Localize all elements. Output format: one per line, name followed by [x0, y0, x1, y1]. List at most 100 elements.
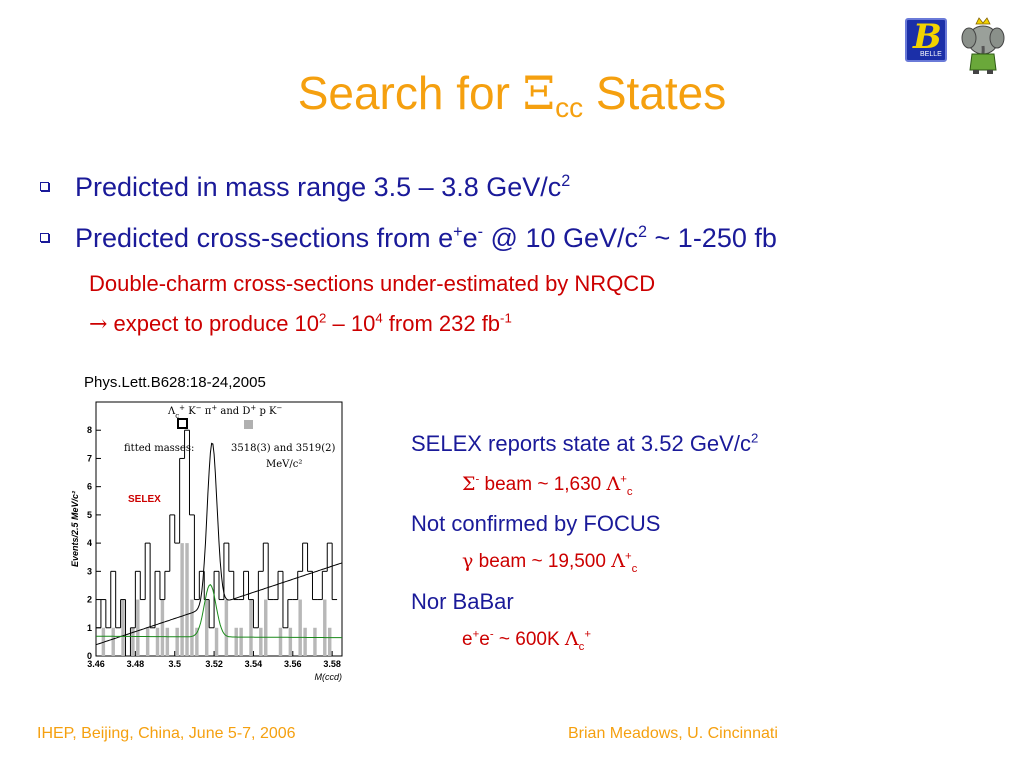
y-tick-label: 0: [87, 651, 92, 661]
histogram-bar-filled: [195, 627, 199, 656]
fitted-masses-units: MeV/c²: [266, 459, 302, 470]
superscript: -: [477, 223, 484, 241]
histogram-bar-filled: [323, 599, 327, 656]
superscript: -: [489, 628, 494, 641]
histogram-bar-filled: [214, 627, 219, 656]
report-text: SELEX reports state at 3.52 GeV/c: [411, 431, 751, 456]
superscript: -1: [500, 310, 512, 326]
histogram-bar-filled: [224, 599, 229, 656]
bullet-text: ~ 1-250 fb: [647, 223, 777, 253]
superscript: +: [620, 473, 627, 486]
footer-conference: IHEP, Beijing, China, June 5-7, 2006: [37, 725, 296, 742]
legend-part: Λ: [167, 406, 176, 417]
bullet-square-icon: [40, 233, 49, 242]
sub-item-text: – 10: [326, 311, 376, 336]
gamma-symbol: γ: [462, 550, 474, 572]
sigma-symbol: Σ: [462, 473, 476, 495]
title-text-start: Search for: [297, 67, 523, 119]
superscript: 2: [750, 430, 759, 446]
x-axis-label: M(ccd): [315, 672, 343, 682]
beam-text: e: [479, 629, 490, 650]
histogram-bar-filled: [298, 599, 302, 656]
sub-item-text: from 232 fb: [382, 311, 501, 336]
bullet-text: e: [462, 223, 478, 253]
histogram-bar-filled: [180, 543, 184, 656]
histogram-bar-filled: [288, 627, 293, 656]
belle-logo: B BELLE: [905, 17, 947, 62]
babar-elephant-logo: [961, 17, 1005, 74]
legend-outline-marker: [177, 418, 188, 429]
x-tick-label: 3.48: [127, 659, 145, 669]
x-tick-label: 3.54: [245, 659, 263, 669]
histogram-bar-filled: [111, 627, 115, 656]
legend-part: −: [277, 404, 283, 412]
y-tick-label: 6: [87, 482, 92, 492]
selex-label: SELEX: [128, 494, 161, 505]
beam-text: beam ~ 1,630: [479, 474, 607, 495]
histogram-bar-filled: [313, 627, 317, 656]
xi-symbol: Ξ: [522, 66, 556, 120]
histogram-bar-filled: [234, 627, 238, 656]
x-tick-label: 3.5: [168, 659, 181, 669]
plot-frame: [95, 401, 343, 657]
histogram-bar-filled: [303, 627, 307, 656]
legend-part: +: [250, 404, 256, 412]
focus-beam-info: γ beam ~ 19,500 Λ+c: [462, 550, 638, 575]
x-tick-label: 3.58: [323, 659, 341, 669]
sub-item-text: expect to produce 10: [107, 311, 320, 336]
superscript: +: [584, 628, 592, 641]
fit-curve-total: [95, 442, 343, 646]
legend-part: −: [196, 404, 202, 412]
report-text: Nor BaBar: [411, 589, 514, 614]
belle-logo-text: BELLE: [920, 51, 942, 58]
legend-part: and D: [217, 406, 250, 417]
superscript: 2: [638, 223, 648, 241]
histogram-bar-filled: [264, 599, 268, 656]
superscript: +: [624, 550, 632, 563]
babar-report: Nor BaBar: [411, 589, 514, 615]
selex-report: SELEX reports state at 3.52 GeV/c2: [411, 431, 758, 457]
bullet-text: Predicted in mass range 3.5 – 3.8 GeV/c: [75, 172, 562, 202]
subscript: c: [631, 562, 638, 575]
beam-text: beam ~ 19,500: [473, 551, 612, 572]
histogram-bar-filled: [136, 599, 140, 656]
fitted-masses-label: fitted masses:: [124, 443, 194, 454]
lambda-symbol: Λ: [564, 628, 579, 650]
sub-item-expect: → expect to produce 102 – 104 from 232 f…: [89, 311, 512, 337]
lambda-symbol: Λ: [611, 550, 625, 572]
y-tick-label: 3: [87, 566, 92, 576]
legend-filled-marker: [244, 420, 253, 429]
slide-title: Search for Ξcc States: [0, 66, 1024, 124]
superscript: +: [472, 628, 480, 641]
fitted-masses-values: 3518(3) and 3519(2): [231, 443, 335, 454]
y-axis-label: Events/2.5 MeV/c²: [70, 490, 80, 567]
y-tick-label: 8: [87, 425, 92, 435]
histogram-bar-filled: [278, 627, 283, 656]
bullet-mass-range: Predicted in mass range 3.5 – 3.8 GeV/c2: [40, 172, 570, 203]
x-tick-label: 3.56: [284, 659, 302, 669]
beam-text: e: [462, 629, 473, 650]
histogram-bar-filled: [145, 627, 150, 656]
superscript: 2: [561, 172, 571, 190]
bullet-text: Predicted cross-sections from e: [75, 223, 454, 253]
legend-part: p K: [256, 406, 277, 417]
superscript: 4: [375, 310, 383, 326]
reference-citation: Phys.Lett.B628:18-24,2005: [84, 374, 266, 391]
y-tick-label: 2: [87, 595, 92, 605]
title-subscript: cc: [555, 92, 584, 123]
bullet-text: @ 10 GeV/c: [483, 223, 639, 253]
belle-logo-letter: B: [913, 17, 942, 57]
histogram-bar-filled: [165, 627, 170, 656]
y-tick-label: 7: [87, 453, 92, 463]
x-tick-label: 3.46: [87, 659, 105, 669]
bullet-cross-sections: Predicted cross-sections from e+e- @ 10 …: [40, 223, 777, 254]
focus-report: Not confirmed by FOCUS: [411, 511, 660, 537]
legend-decay-modes: Λc+ K− π+ and D+ p K−: [167, 404, 283, 420]
title-text-end: States: [583, 67, 727, 119]
legend-part: π: [202, 406, 212, 417]
histogram-bar-filled: [259, 627, 263, 656]
superscript: +: [453, 223, 463, 241]
bullet-square-icon: [40, 182, 49, 191]
subscript: c: [578, 640, 585, 653]
beam-text: ~ 600K: [493, 629, 565, 650]
